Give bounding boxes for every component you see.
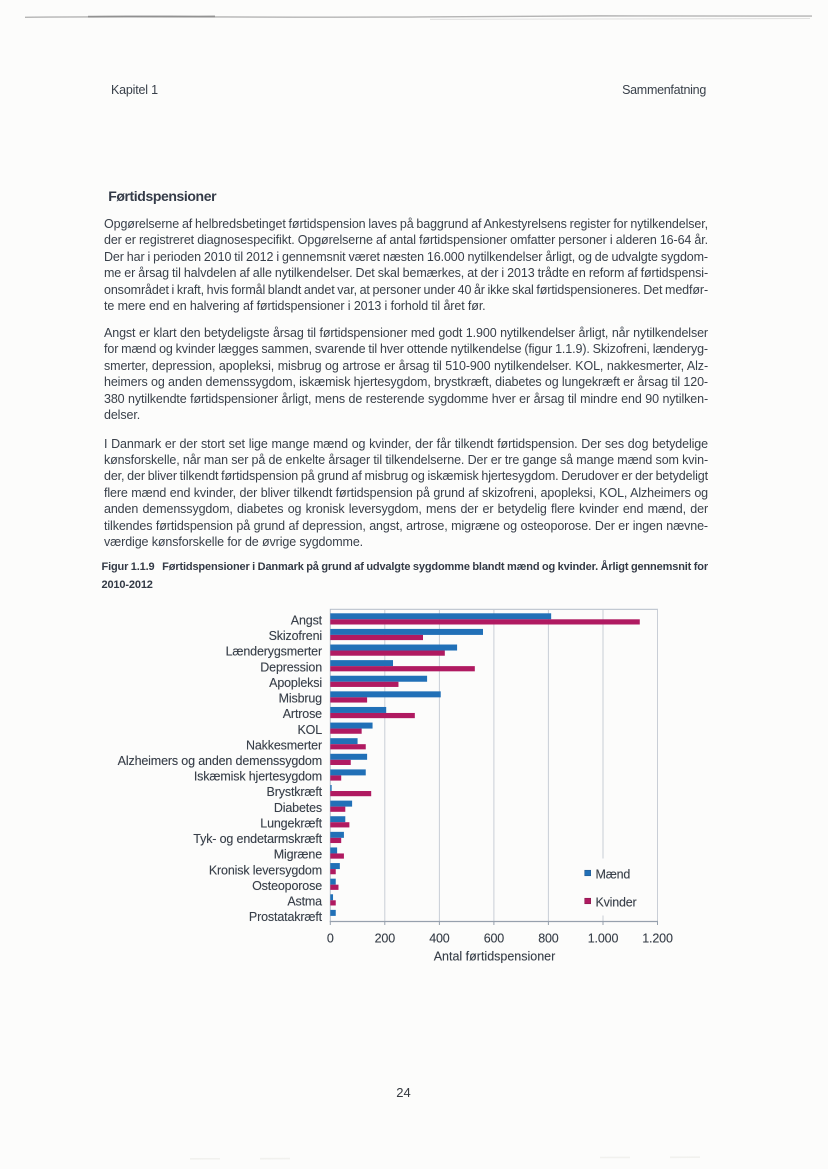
svg-text:Misbrug: Misbrug xyxy=(279,692,323,706)
svg-text:Astma: Astma xyxy=(287,895,322,909)
svg-text:Kronisk leversygdom: Kronisk leversygdom xyxy=(209,863,322,877)
svg-text:Apopleksi: Apopleksi xyxy=(269,676,322,690)
svg-text:Artrose: Artrose xyxy=(283,707,322,721)
svg-text:0: 0 xyxy=(327,932,334,946)
svg-text:Mænd: Mænd xyxy=(596,868,631,882)
svg-text:400: 400 xyxy=(429,932,450,946)
svg-text:800: 800 xyxy=(538,932,559,946)
svg-text:600: 600 xyxy=(484,932,505,946)
svg-text:1.200: 1.200 xyxy=(642,932,673,946)
svg-text:Lungekræft: Lungekræft xyxy=(260,816,322,830)
svg-text:1.000: 1.000 xyxy=(588,932,619,946)
svg-text:KOL: KOL xyxy=(297,723,322,737)
svg-text:200: 200 xyxy=(375,932,396,946)
svg-text:Depression: Depression xyxy=(260,660,322,674)
svg-text:Tyk- og endetarmskræft: Tyk- og endetarmskræft xyxy=(193,832,322,846)
svg-text:Prostatakræft: Prostatakræft xyxy=(249,910,323,924)
svg-text:Lænderygsmerter: Lænderygsmerter xyxy=(226,645,322,659)
svg-text:Osteoporose: Osteoporose xyxy=(252,879,322,893)
svg-text:Diabetes: Diabetes xyxy=(274,801,322,815)
svg-text:Migræne: Migræne xyxy=(274,848,322,862)
svg-text:Kvinder: Kvinder xyxy=(596,896,637,910)
svg-text:Antal førtidspensioner: Antal førtidspensioner xyxy=(434,950,556,964)
svg-text:Iskæmisk hjertesygdom: Iskæmisk hjertesygdom xyxy=(194,770,322,784)
svg-text:Angst: Angst xyxy=(291,614,323,628)
svg-text:Nakkesmerter: Nakkesmerter xyxy=(246,738,322,752)
svg-text:Skizofreni: Skizofreni xyxy=(269,629,322,643)
svg-text:Alzheimers og anden demenssygd: Alzheimers og anden demenssygdom xyxy=(118,754,322,768)
svg-text:Brystkræft: Brystkræft xyxy=(267,785,323,799)
